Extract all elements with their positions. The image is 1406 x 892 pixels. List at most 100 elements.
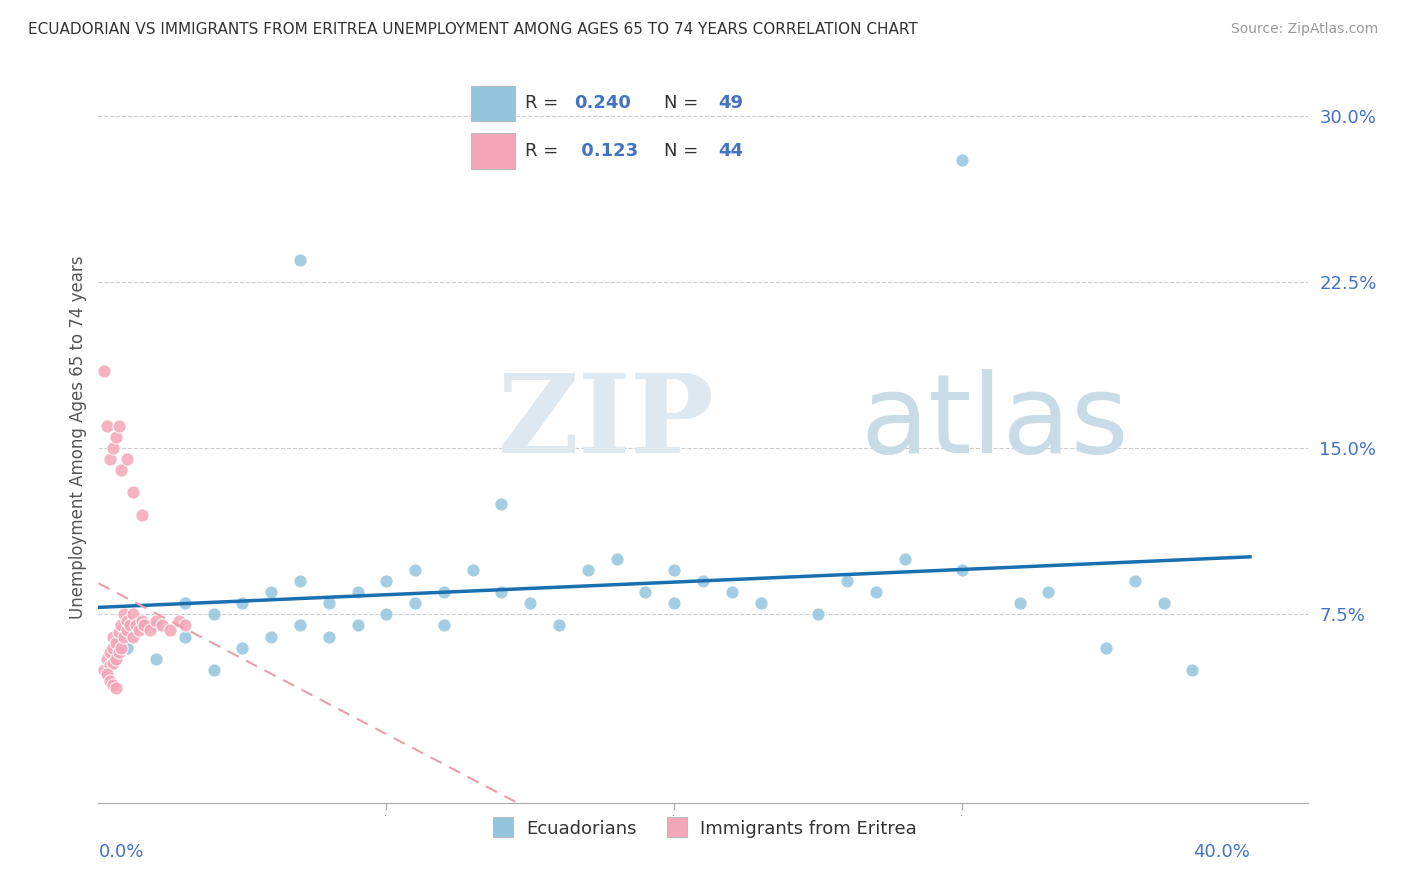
Point — [122, 630, 145, 644]
Point — [318, 596, 340, 610]
Point — [98, 452, 121, 467]
Point — [231, 640, 253, 655]
Point — [120, 618, 142, 632]
Point — [1153, 596, 1175, 610]
Point — [107, 645, 129, 659]
Point — [101, 656, 124, 670]
Point — [107, 625, 129, 640]
Point — [98, 658, 121, 673]
Point — [692, 574, 714, 589]
Point — [115, 623, 138, 637]
Point — [128, 623, 150, 637]
Point — [98, 673, 121, 688]
Point — [173, 596, 195, 610]
Point — [950, 153, 973, 167]
Point — [288, 252, 311, 267]
Point — [115, 640, 138, 655]
Point — [288, 618, 311, 632]
Point — [519, 596, 541, 610]
Point — [122, 485, 145, 500]
Point — [260, 630, 283, 644]
Point — [104, 430, 127, 444]
Point — [112, 607, 135, 622]
Point — [110, 640, 132, 655]
Point — [145, 651, 167, 665]
Point — [865, 585, 887, 599]
Point — [93, 663, 115, 677]
Point — [1095, 640, 1118, 655]
Point — [104, 636, 127, 650]
Point — [433, 585, 456, 599]
Point — [104, 651, 127, 665]
Point — [101, 640, 124, 655]
Point — [110, 463, 132, 477]
Point — [461, 563, 484, 577]
Point — [104, 681, 127, 695]
Point — [720, 585, 742, 599]
Point — [150, 618, 173, 632]
Point — [173, 618, 195, 632]
Point — [346, 585, 368, 599]
Point — [548, 618, 571, 632]
Point — [491, 497, 513, 511]
Point — [202, 607, 225, 622]
Point — [145, 618, 167, 632]
Point — [115, 614, 138, 628]
Point — [491, 585, 513, 599]
Point — [1181, 663, 1204, 677]
Point — [101, 441, 124, 455]
Point — [134, 618, 156, 632]
Text: Source: ZipAtlas.com: Source: ZipAtlas.com — [1230, 22, 1378, 37]
Point — [159, 623, 181, 637]
Point — [433, 618, 456, 632]
Text: 40.0%: 40.0% — [1194, 843, 1250, 861]
Point — [664, 596, 686, 610]
Point — [173, 630, 195, 644]
Point — [749, 596, 772, 610]
Point — [96, 667, 118, 681]
Point — [122, 607, 145, 622]
Text: ZIP: ZIP — [498, 369, 714, 476]
Point — [125, 618, 148, 632]
Point — [950, 563, 973, 577]
Point — [145, 614, 167, 628]
Point — [101, 678, 124, 692]
Point — [606, 552, 628, 566]
Point — [101, 630, 124, 644]
Point — [93, 363, 115, 377]
Legend: Ecuadorians, Immigrants from Eritrea: Ecuadorians, Immigrants from Eritrea — [482, 813, 924, 845]
Point — [576, 563, 599, 577]
Point — [98, 645, 121, 659]
Point — [893, 552, 915, 566]
Point — [404, 563, 426, 577]
Point — [634, 585, 657, 599]
Point — [115, 452, 138, 467]
Point — [260, 585, 283, 599]
Point — [807, 607, 830, 622]
Point — [107, 419, 129, 434]
Text: atlas: atlas — [860, 369, 1129, 476]
Text: ECUADORIAN VS IMMIGRANTS FROM ERITREA UNEMPLOYMENT AMONG AGES 65 TO 74 YEARS COR: ECUADORIAN VS IMMIGRANTS FROM ERITREA UN… — [28, 22, 918, 37]
Point — [202, 663, 225, 677]
Point — [131, 614, 153, 628]
Point — [96, 651, 118, 665]
Point — [139, 623, 162, 637]
Point — [131, 508, 153, 522]
Point — [375, 607, 398, 622]
Point — [110, 618, 132, 632]
Point — [346, 618, 368, 632]
Point — [112, 630, 135, 644]
Point — [1008, 596, 1031, 610]
Point — [1123, 574, 1146, 589]
Point — [1038, 585, 1060, 599]
Y-axis label: Unemployment Among Ages 65 to 74 years: Unemployment Among Ages 65 to 74 years — [69, 255, 87, 619]
Point — [375, 574, 398, 589]
Point — [404, 596, 426, 610]
Point — [96, 419, 118, 434]
Point — [664, 563, 686, 577]
Point — [835, 574, 858, 589]
Point — [288, 574, 311, 589]
Point — [231, 596, 253, 610]
Point — [318, 630, 340, 644]
Point — [167, 614, 190, 628]
